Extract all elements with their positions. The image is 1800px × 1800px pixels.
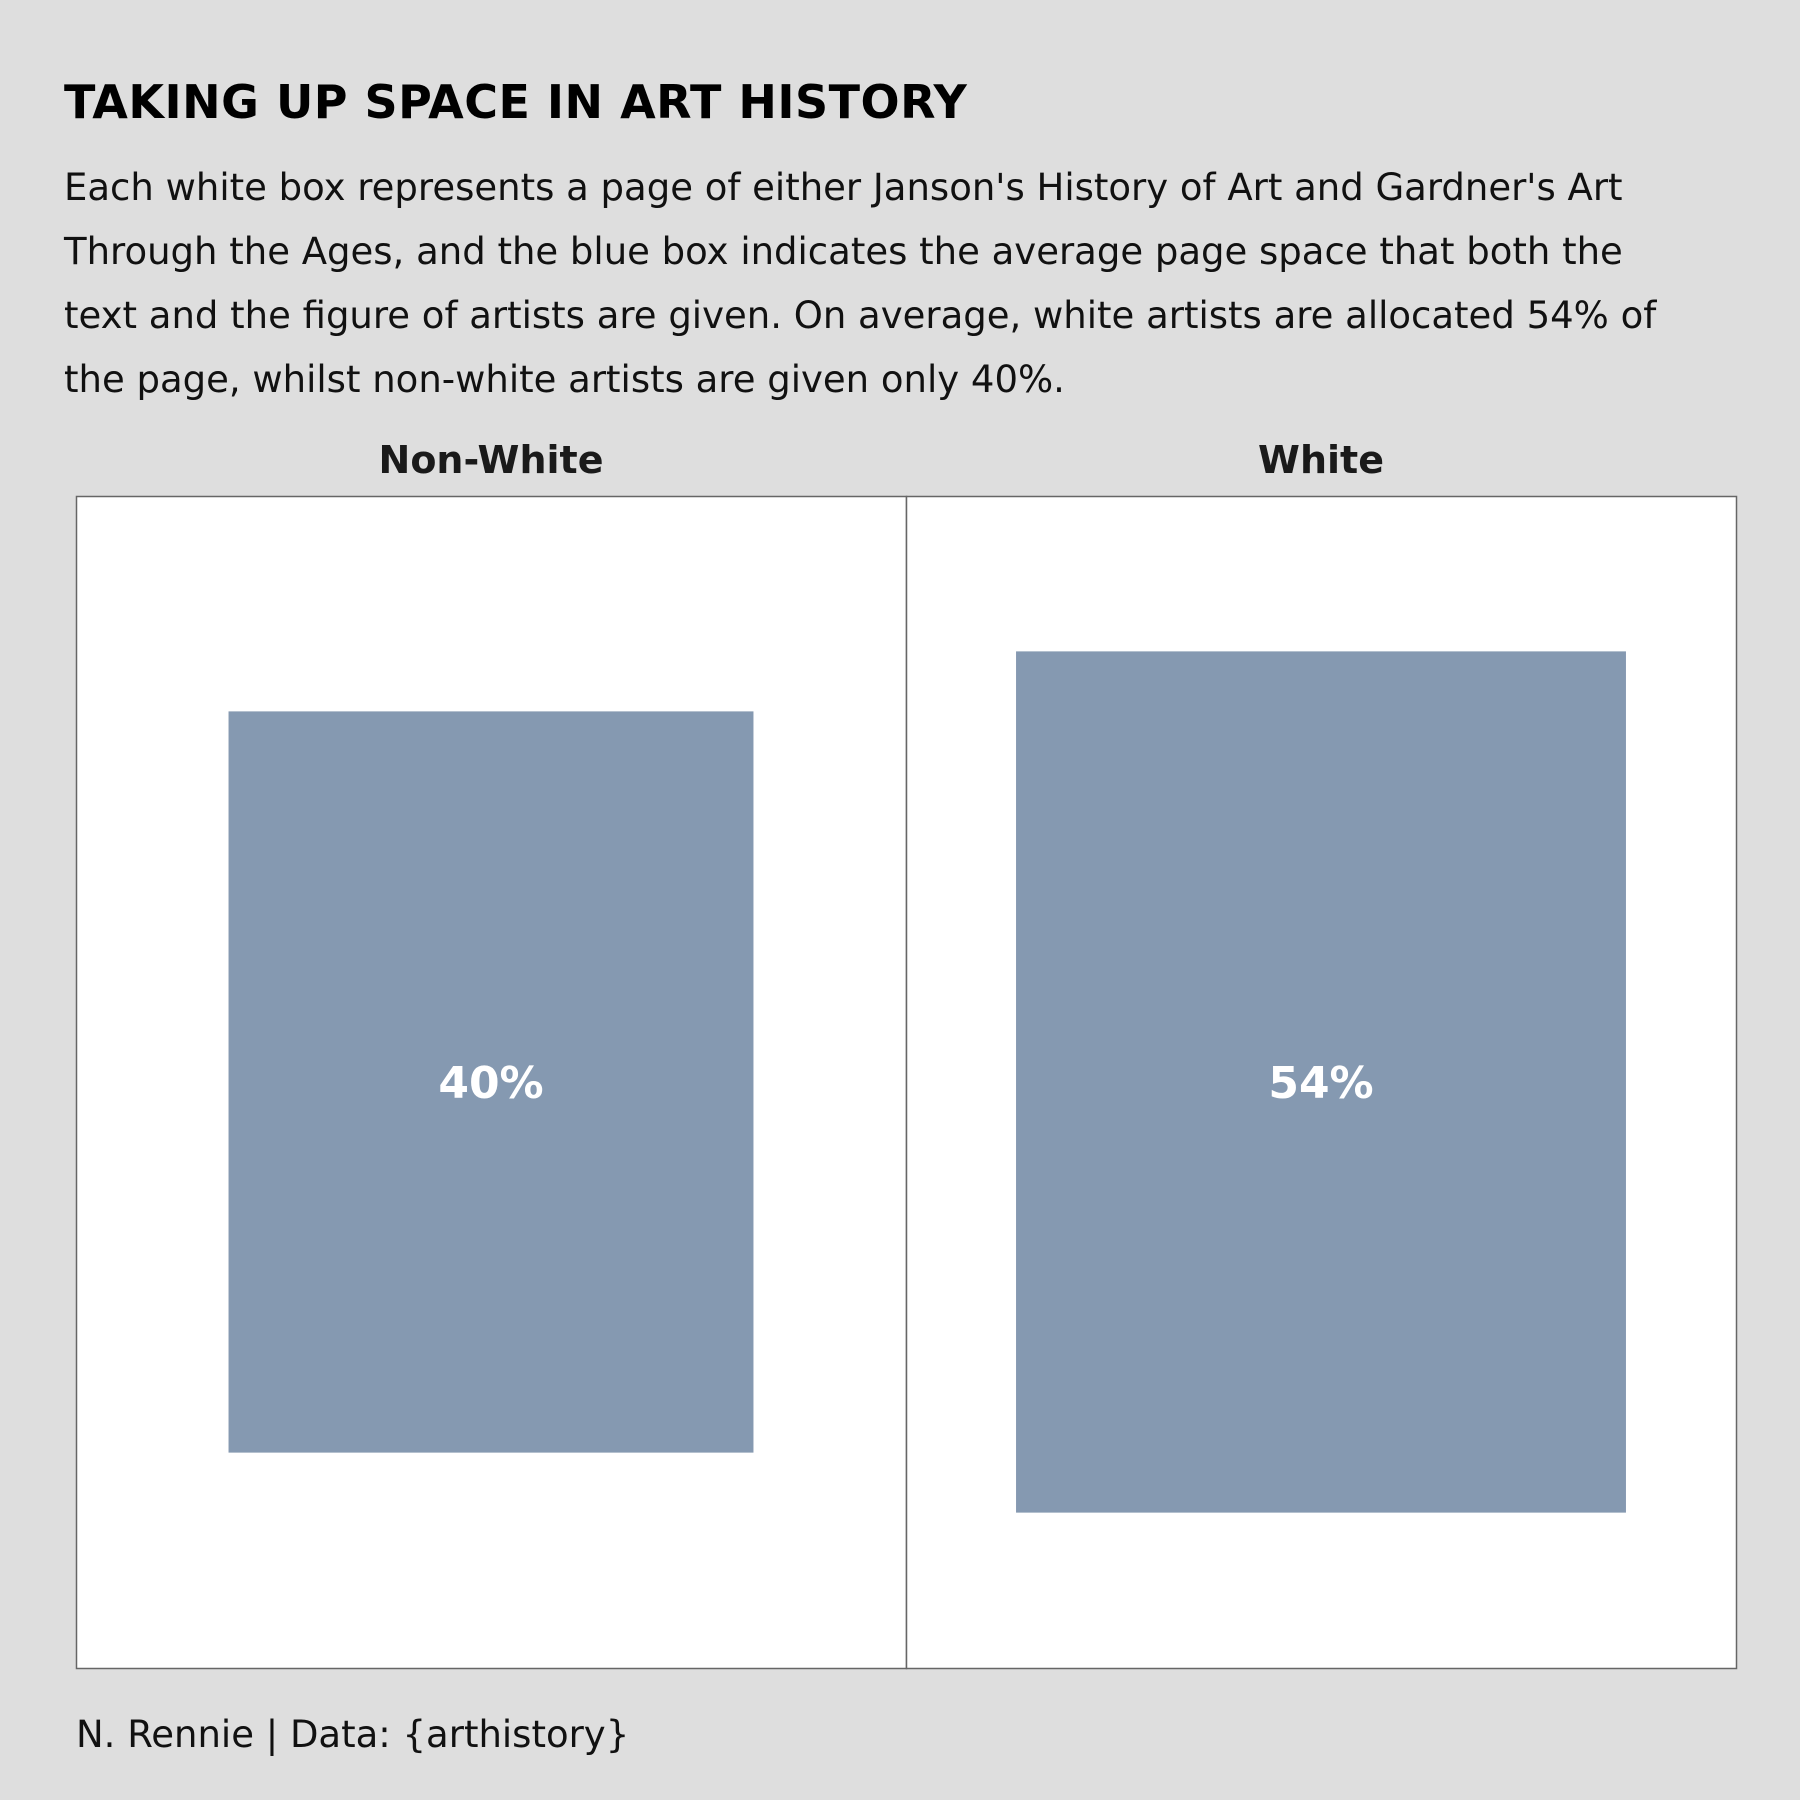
facet-label-non-white: Non-White bbox=[379, 438, 604, 482]
area-box-non-white bbox=[228, 711, 754, 1453]
area-box-white bbox=[1016, 651, 1626, 1513]
value-label-white: 54% bbox=[1268, 1058, 1373, 1109]
chart-caption: N. Rennie | Data: {arthistory} bbox=[76, 1713, 630, 1756]
value-label-non-white: 40% bbox=[438, 1058, 543, 1109]
chart-subtitle: Each white box represents a page of eith… bbox=[64, 166, 1657, 401]
facet-label-white: White bbox=[1258, 438, 1384, 482]
chart-title: TAKING UP SPACE IN ART HISTORY bbox=[64, 75, 968, 129]
